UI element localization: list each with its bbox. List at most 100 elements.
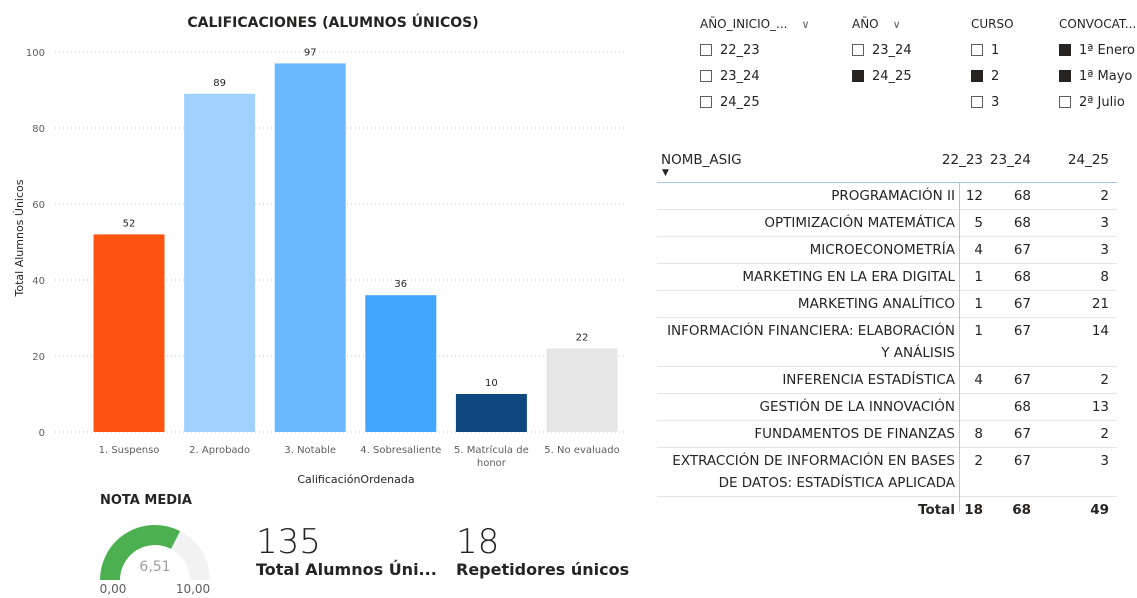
chart-title: CALIFICACIONES (ALUMNOS ÚNICOS)	[187, 13, 478, 31]
table-row[interactable]: OPTIMIZACIÓN MATEMÁTICA 5 68 3	[657, 210, 1117, 237]
checkbox[interactable]	[1059, 96, 1071, 108]
chevron-down-icon[interactable]: ∨	[892, 17, 901, 31]
bar-data-label: 22	[576, 332, 589, 343]
table-row[interactable]: INFERENCIA ESTADÍSTICA 4 67 2	[657, 367, 1117, 394]
y-tick-label: 0	[39, 428, 45, 439]
column-header[interactable]: 24_25	[1067, 152, 1109, 168]
table-row[interactable]: INFORMACIÓN FINANCIERA: ELABORACIÓN Y ANÁ…	[657, 318, 1117, 367]
subject-name: INFERENCIA ESTADÍSTICA	[657, 369, 955, 391]
subject-name: PROGRAMACIÓN II	[657, 185, 955, 207]
checked-checkbox[interactable]	[971, 70, 983, 82]
checked-checkbox[interactable]	[1059, 44, 1071, 56]
slicer-option-label: 1	[991, 42, 1000, 58]
table-row[interactable]: FUNDAMENTOS DE FINANZAS 8 67 2	[657, 421, 1117, 448]
subject-name: MICROECONOMETRÍA	[657, 239, 955, 261]
sort-caret-icon[interactable]: ▼	[662, 168, 669, 178]
slicer-option[interactable]: 3	[971, 89, 1014, 115]
subject-name: MARKETING EN LA ERA DIGITAL	[657, 266, 955, 288]
table-cell: 5	[974, 215, 983, 231]
checkbox[interactable]	[852, 44, 864, 56]
gauge-value: 6,51	[139, 559, 170, 575]
slicer: AÑO ∨ 23_24 24_25	[852, 14, 912, 89]
bar-5[interactable]	[455, 394, 527, 432]
row-header[interactable]: NOMB_ASIG	[661, 152, 742, 168]
checkbox[interactable]	[971, 96, 983, 108]
slicer-header[interactable]: CONVOCAT...	[1059, 14, 1136, 34]
gauge-fill	[100, 525, 181, 581]
slicer-title: AÑO_INICIO_...	[700, 17, 788, 31]
table-cell: 1	[974, 269, 983, 285]
x-category-label: 1. Suspenso	[99, 445, 160, 456]
table-row[interactable]: MARKETING EN LA ERA DIGITAL 1 68 8	[657, 264, 1117, 291]
total-label: Total	[657, 499, 955, 521]
table-cell: 67	[1013, 426, 1031, 442]
bar-6[interactable]	[546, 348, 618, 432]
table-cell: 13	[1091, 399, 1109, 415]
slicer-option[interactable]: 1ª Enero	[1059, 37, 1136, 63]
table-cell: 12	[965, 188, 983, 204]
table-row[interactable]: PROGRAMACIÓN II 12 68 2	[657, 183, 1117, 210]
subject-name-line: OPTIMIZACIÓN MATEMÁTICA	[764, 215, 955, 231]
slicer-option[interactable]: 1	[971, 37, 1014, 63]
table-row[interactable]: MICROECONOMETRÍA 4 67 3	[657, 237, 1117, 264]
bar-2[interactable]	[184, 93, 256, 433]
table-row[interactable]: EXTRACCIÓN DE INFORMACIÓN EN BASES DE DAT…	[657, 448, 1117, 497]
bar-data-label: 36	[394, 279, 407, 290]
checked-checkbox[interactable]	[1059, 70, 1071, 82]
checkbox[interactable]	[700, 96, 712, 108]
subject-name-line: PROGRAMACIÓN II	[831, 188, 955, 204]
gauge-title: NOTA MEDIA	[100, 493, 192, 508]
slicer-header[interactable]: AÑO ∨	[852, 14, 912, 34]
slicer-option[interactable]: 24_25	[852, 63, 912, 89]
slicer-option[interactable]: 2	[971, 63, 1014, 89]
table-cell: 67	[1013, 372, 1031, 388]
slicer: CURSO 1 2 3	[971, 14, 1014, 115]
checkbox[interactable]	[971, 44, 983, 56]
table-cell: 67	[1013, 453, 1031, 469]
table-cell: 68	[1013, 188, 1031, 204]
slicer-option-label: 22_23	[720, 42, 760, 58]
table-row[interactable]: MARKETING ANALÍTICO 1 67 21	[657, 291, 1117, 318]
x-category-label: 5. No evaluado	[544, 445, 619, 456]
kpi-value: 135	[256, 522, 321, 562]
bar-1[interactable]	[93, 234, 165, 432]
subject-name-line: Y ANÁLISIS	[881, 345, 955, 361]
bar-4[interactable]	[365, 295, 437, 432]
column-header[interactable]: 22_23	[941, 152, 983, 168]
slicer-option-label: 3	[991, 94, 1000, 110]
subject-name-line: INFORMACIÓN FINANCIERA: ELABORACIÓN	[667, 323, 955, 339]
table-cell: 4	[974, 372, 983, 388]
gauge-max: 10,00	[176, 582, 210, 596]
table-total-row[interactable]: Total 18 68 49	[657, 497, 1117, 523]
subject-name-line: MICROECONOMETRÍA	[809, 242, 955, 258]
checkbox[interactable]	[700, 44, 712, 56]
slicer-option[interactable]: 23_24	[852, 37, 912, 63]
chevron-down-icon[interactable]: ∨	[801, 17, 810, 31]
slicer-option[interactable]: 2ª Julio	[1059, 89, 1136, 115]
slicer-header[interactable]: AÑO_INICIO_... ∨	[700, 14, 810, 34]
slicer-option[interactable]: 23_24	[700, 63, 810, 89]
bar-data-label: 10	[485, 378, 498, 389]
bar-data-label: 52	[123, 218, 136, 229]
slicer-option-label: 2ª Julio	[1079, 94, 1125, 110]
slicer-option[interactable]: 24_25	[700, 89, 810, 115]
slicer-header[interactable]: CURSO	[971, 14, 1014, 34]
y-axis-title: Total Alumnos Únicos	[13, 179, 26, 297]
slicer-title: CURSO	[971, 17, 1014, 31]
table-row[interactable]: GESTIÓN DE LA INNOVACIÓN 68 13	[657, 394, 1117, 421]
checked-checkbox[interactable]	[852, 70, 864, 82]
column-header[interactable]: 23_24	[989, 152, 1031, 168]
x-category-label: 2. Aprobado	[189, 445, 250, 456]
slicer-option[interactable]: 22_23	[700, 37, 810, 63]
gauge-min: 0,00	[100, 582, 127, 596]
slicer-option[interactable]: 1ª Mayo	[1059, 63, 1136, 89]
bar-3[interactable]	[274, 63, 346, 433]
slicer: CONVOCAT... 1ª Enero 1ª Mayo 2ª Julio	[1059, 14, 1136, 115]
table-cell: 49	[1090, 502, 1109, 518]
slicer-option-label: 2	[991, 68, 1000, 84]
table-cell: 2	[1100, 372, 1109, 388]
slicer-option-label: 24_25	[872, 68, 912, 84]
checkbox[interactable]	[700, 70, 712, 82]
y-tick-label: 20	[32, 352, 45, 363]
table-cell: 14	[1091, 323, 1109, 339]
